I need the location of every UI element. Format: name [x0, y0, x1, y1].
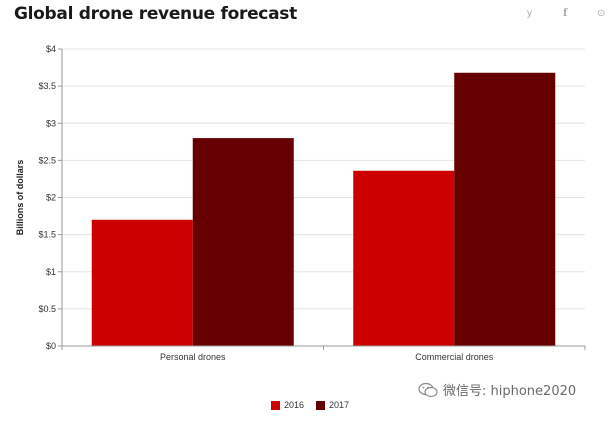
legend-swatch-2016 [271, 400, 280, 410]
y-tick-label: $3.5 [38, 81, 56, 91]
legend-item-2016[interactable]: 2016 [271, 400, 304, 410]
bar-2016-0 [91, 219, 193, 346]
legend-label-2017: 2017 [329, 400, 350, 410]
twitter-icon[interactable]: y [527, 8, 532, 19]
axes: $0 $0.5 $1 $1.5 $2 $2.5 $3 $3.5 $4 Personal drone… [38, 44, 586, 362]
pinterest-icon[interactable]: ⊙ [597, 8, 606, 19]
x-tick-label: Commercial drones [415, 352, 494, 362]
y-tick-label: $3 [46, 118, 56, 128]
y-tick-label: $2 [46, 193, 56, 203]
legend-label-2016: 2016 [284, 400, 305, 410]
bar-2016-1 [353, 170, 455, 346]
wechat-icon [418, 382, 438, 397]
chart-title: Global drone revenue forecast [14, 4, 297, 24]
y-axis-label: Billions of dollars [15, 160, 25, 236]
y-tick-label: $4 [46, 44, 56, 54]
watermark-text: 微信号: hiphone2020 [443, 384, 577, 399]
bar-2017-0 [192, 138, 294, 346]
legend: 2016 2017 [271, 400, 361, 410]
y-tick-label: $1 [46, 267, 56, 277]
bar-2017-1 [454, 72, 556, 346]
facebook-icon[interactable]: f [563, 8, 568, 19]
legend-item-2017[interactable]: 2017 [316, 400, 349, 410]
y-tick-label: $0 [46, 341, 56, 351]
watermark: 微信号: hiphone2020 [418, 380, 576, 399]
legend-swatch-2017 [316, 400, 326, 410]
y-tick-label: $2.5 [38, 155, 56, 165]
y-tick-label: $1.5 [38, 230, 56, 240]
bars [91, 72, 556, 346]
x-tick-label: Personal drones [160, 352, 226, 362]
y-tick-label: $0.5 [38, 304, 56, 314]
